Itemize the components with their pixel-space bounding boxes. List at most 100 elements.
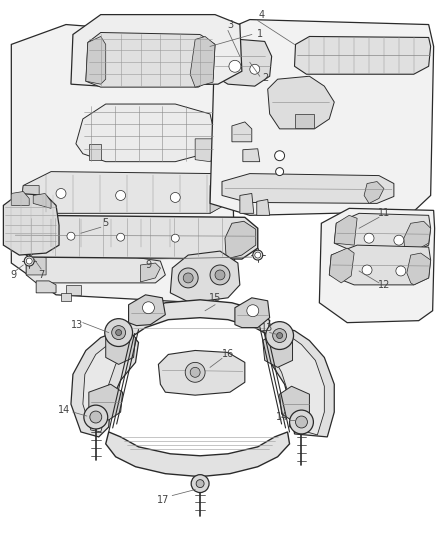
Polygon shape bbox=[83, 336, 131, 432]
Polygon shape bbox=[210, 182, 228, 213]
Circle shape bbox=[250, 64, 260, 74]
Polygon shape bbox=[61, 293, 71, 301]
Polygon shape bbox=[170, 251, 240, 303]
Circle shape bbox=[396, 266, 406, 276]
Polygon shape bbox=[294, 36, 431, 74]
Circle shape bbox=[105, 319, 133, 346]
Circle shape bbox=[26, 258, 32, 264]
Polygon shape bbox=[89, 144, 101, 160]
Circle shape bbox=[362, 265, 372, 275]
Text: 7: 7 bbox=[38, 270, 44, 280]
Polygon shape bbox=[334, 215, 357, 245]
Polygon shape bbox=[26, 255, 46, 275]
Text: 15: 15 bbox=[209, 293, 221, 303]
Polygon shape bbox=[225, 221, 256, 258]
Polygon shape bbox=[89, 384, 123, 420]
Circle shape bbox=[253, 250, 263, 260]
Text: 11: 11 bbox=[378, 208, 390, 219]
Circle shape bbox=[191, 475, 209, 492]
Polygon shape bbox=[279, 386, 309, 422]
Polygon shape bbox=[235, 298, 270, 328]
Polygon shape bbox=[11, 191, 29, 205]
Polygon shape bbox=[86, 33, 215, 87]
Polygon shape bbox=[195, 139, 218, 161]
Polygon shape bbox=[26, 216, 185, 249]
Polygon shape bbox=[404, 221, 431, 253]
Circle shape bbox=[116, 329, 122, 336]
Circle shape bbox=[84, 405, 108, 429]
Circle shape bbox=[170, 192, 180, 203]
Polygon shape bbox=[36, 281, 56, 293]
Circle shape bbox=[275, 151, 285, 160]
Polygon shape bbox=[106, 330, 135, 365]
Circle shape bbox=[117, 233, 124, 241]
Text: 14: 14 bbox=[58, 405, 70, 415]
Circle shape bbox=[247, 305, 259, 317]
Polygon shape bbox=[26, 255, 165, 283]
Polygon shape bbox=[106, 432, 290, 477]
Circle shape bbox=[273, 329, 286, 343]
Polygon shape bbox=[268, 76, 334, 129]
Polygon shape bbox=[11, 25, 235, 303]
Circle shape bbox=[277, 333, 283, 338]
Polygon shape bbox=[210, 20, 434, 215]
Polygon shape bbox=[294, 114, 314, 128]
Polygon shape bbox=[13, 215, 258, 259]
Text: 16: 16 bbox=[222, 350, 234, 359]
Text: 13: 13 bbox=[261, 322, 273, 333]
Polygon shape bbox=[232, 122, 252, 142]
Text: 14: 14 bbox=[276, 412, 288, 422]
Polygon shape bbox=[71, 330, 138, 437]
Circle shape bbox=[290, 410, 314, 434]
Text: 1: 1 bbox=[257, 29, 263, 39]
Circle shape bbox=[112, 326, 126, 340]
Polygon shape bbox=[76, 104, 215, 161]
Circle shape bbox=[185, 362, 205, 382]
Text: 9: 9 bbox=[145, 260, 152, 270]
Polygon shape bbox=[329, 248, 354, 283]
Circle shape bbox=[90, 411, 102, 423]
Circle shape bbox=[255, 252, 261, 258]
Polygon shape bbox=[222, 174, 394, 204]
Circle shape bbox=[116, 190, 126, 200]
Circle shape bbox=[142, 302, 155, 314]
Circle shape bbox=[296, 416, 307, 428]
Circle shape bbox=[215, 270, 225, 280]
Text: 13: 13 bbox=[71, 320, 83, 329]
Polygon shape bbox=[257, 199, 270, 215]
Polygon shape bbox=[86, 36, 106, 84]
Polygon shape bbox=[329, 245, 431, 285]
Polygon shape bbox=[141, 263, 160, 282]
Text: 4: 4 bbox=[259, 10, 265, 20]
Polygon shape bbox=[66, 285, 81, 295]
Polygon shape bbox=[319, 208, 434, 322]
Circle shape bbox=[266, 321, 293, 350]
Circle shape bbox=[190, 367, 200, 377]
Text: 5: 5 bbox=[102, 219, 109, 228]
Text: 12: 12 bbox=[378, 280, 390, 290]
Polygon shape bbox=[270, 333, 324, 435]
Circle shape bbox=[171, 234, 179, 242]
Polygon shape bbox=[4, 193, 59, 255]
Polygon shape bbox=[334, 213, 431, 253]
Polygon shape bbox=[159, 351, 245, 395]
Polygon shape bbox=[243, 149, 260, 161]
Polygon shape bbox=[33, 193, 51, 208]
Polygon shape bbox=[407, 253, 431, 285]
Polygon shape bbox=[364, 182, 384, 204]
Polygon shape bbox=[21, 172, 228, 213]
Polygon shape bbox=[265, 328, 334, 437]
Circle shape bbox=[67, 232, 75, 240]
Text: 9: 9 bbox=[10, 270, 16, 280]
Circle shape bbox=[394, 235, 404, 245]
Circle shape bbox=[276, 168, 283, 175]
Text: 3: 3 bbox=[227, 20, 233, 29]
Polygon shape bbox=[13, 215, 39, 257]
Polygon shape bbox=[213, 39, 272, 86]
Circle shape bbox=[229, 60, 241, 72]
Polygon shape bbox=[129, 300, 270, 337]
Text: 17: 17 bbox=[157, 495, 170, 505]
Polygon shape bbox=[263, 333, 293, 367]
Polygon shape bbox=[71, 14, 242, 86]
Circle shape bbox=[183, 273, 193, 283]
